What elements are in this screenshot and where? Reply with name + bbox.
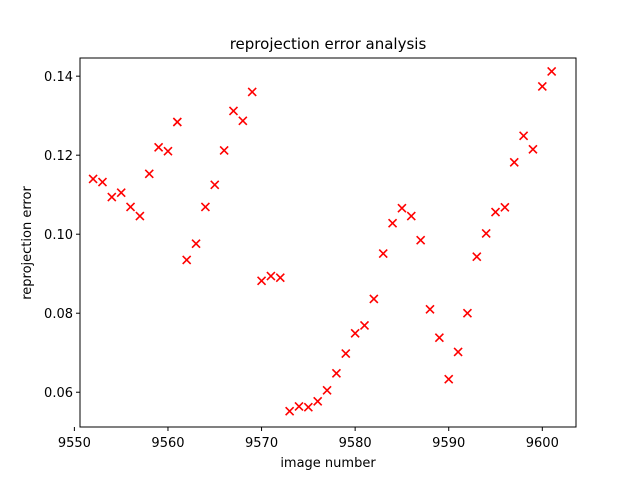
y-axis-ticks: 0.06 0.08 0.10 0.12 0.14: [44, 70, 80, 401]
data-point: [125, 202, 136, 212]
data-point: [350, 328, 360, 338]
data-point: [266, 271, 276, 281]
data-markers: [88, 66, 557, 416]
data-point: [135, 211, 145, 221]
data-point: [88, 174, 98, 184]
data-point: [322, 385, 332, 395]
x-tick-label: 9550: [58, 436, 91, 451]
y-tick-label: 0.14: [44, 70, 73, 85]
data-point: [490, 207, 501, 217]
data-point: [369, 294, 379, 304]
y-tick-label: 0.12: [44, 149, 73, 164]
data-point: [210, 180, 220, 190]
data-point: [191, 239, 201, 249]
data-point: [331, 368, 341, 378]
data-point: [537, 81, 547, 92]
data-point: [238, 116, 248, 126]
data-point: [481, 228, 491, 238]
data-point: [107, 192, 117, 202]
data-point: [509, 157, 519, 167]
data-point: [294, 401, 304, 412]
data-point: [547, 66, 557, 76]
data-point: [219, 145, 229, 156]
data-point: [163, 146, 173, 156]
data-point: [359, 320, 370, 331]
y-tick-label: 0.10: [44, 228, 73, 243]
data-point: [275, 273, 285, 283]
x-tick-label: 9590: [432, 436, 465, 451]
data-point: [472, 252, 482, 262]
data-point: [406, 211, 416, 221]
data-point: [256, 276, 267, 286]
data-point: [116, 188, 126, 198]
data-point: [303, 402, 313, 412]
plot-area: [79, 57, 577, 428]
data-point: [416, 235, 426, 245]
data-point: [500, 202, 510, 212]
data-point: [97, 177, 108, 187]
plot-frame: [79, 57, 577, 428]
data-point: [444, 374, 454, 384]
x-tick-label: 9600: [526, 436, 559, 451]
chart-title: reprojection error analysis: [230, 35, 427, 53]
data-point: [519, 131, 529, 141]
data-point: [378, 248, 388, 259]
data-point: [228, 106, 239, 116]
x-tick-label: 9570: [245, 436, 278, 451]
y-tick-label: 0.06: [44, 386, 73, 401]
data-point: [154, 142, 164, 152]
data-point: [200, 202, 210, 212]
data-point: [462, 308, 473, 318]
x-axis-label: image number: [280, 456, 376, 471]
data-point: [434, 333, 444, 343]
x-tick-label: 9560: [151, 436, 184, 451]
data-point: [313, 396, 323, 406]
y-axis-label: reprojection error: [20, 186, 35, 300]
data-point: [341, 348, 351, 359]
x-axis-ticks: 9550 9560 9570 9580 9590 9600: [58, 427, 559, 451]
y-tick-label: 0.08: [44, 307, 73, 322]
data-point: [172, 117, 182, 127]
data-point: [285, 406, 295, 416]
data-point: [144, 169, 154, 179]
x-tick-label: 9580: [339, 436, 372, 451]
data-point: [182, 255, 192, 265]
data-point: [397, 203, 407, 213]
data-point: [453, 347, 463, 357]
data-point: [528, 144, 538, 154]
data-point: [388, 218, 398, 228]
data-point: [247, 87, 257, 97]
data-point: [425, 304, 435, 314]
